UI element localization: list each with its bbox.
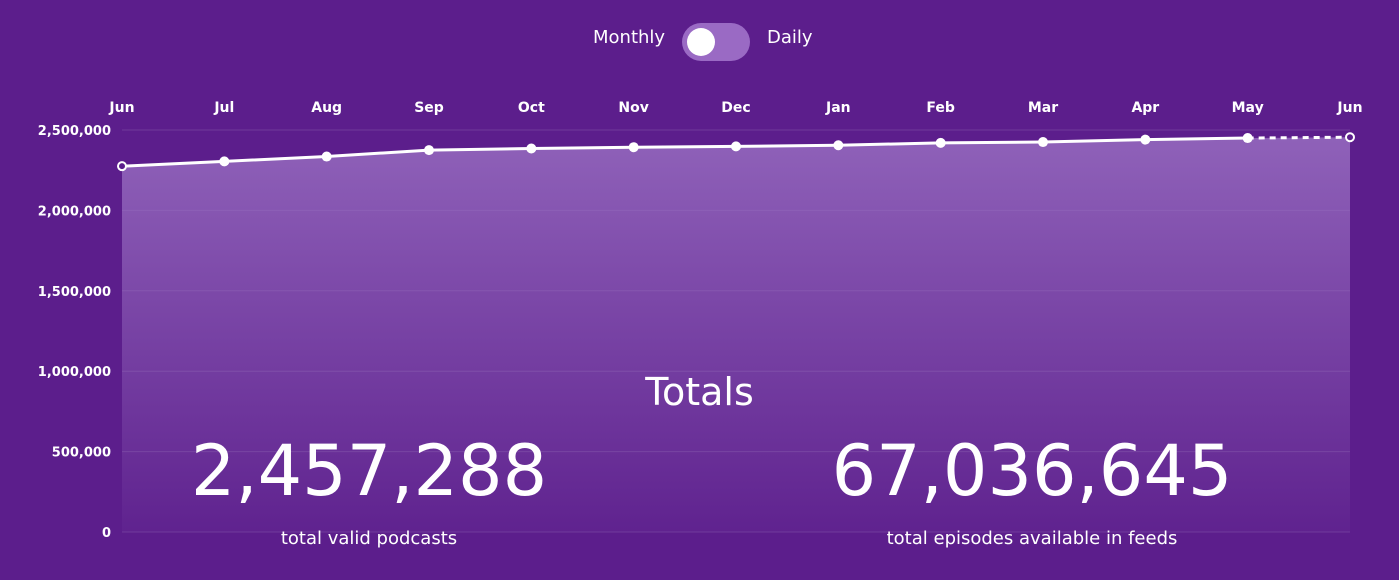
data-point[interactable]: [833, 140, 844, 151]
x-tick-label: Jul: [213, 100, 234, 116]
data-point[interactable]: [219, 156, 230, 167]
series-line-actual: [121, 136, 1248, 168]
y-tick-label: 1,500,000: [38, 285, 111, 300]
toggle-label-daily[interactable]: Daily: [767, 27, 813, 48]
total-podcasts-caption: total valid podcasts: [280, 528, 458, 549]
data-point[interactable]: [1140, 134, 1151, 145]
series-area: [122, 137, 1350, 532]
data-point[interactable]: [1345, 132, 1355, 143]
total-episodes-caption: total episodes available in feeds: [886, 528, 1178, 549]
data-point[interactable]: [628, 142, 639, 153]
x-tick-label: Dec: [721, 100, 750, 116]
x-tick-label: May: [1232, 100, 1264, 116]
data-point[interactable]: [1242, 133, 1253, 144]
x-tick-label: Apr: [1131, 100, 1159, 116]
data-points: [117, 132, 1355, 172]
data-point[interactable]: [117, 161, 127, 172]
data-point[interactable]: [1038, 137, 1048, 148]
totals-title: Totals: [645, 370, 754, 414]
y-axis-labels: 2,500,000 2,000,000 1,500,000 1,000,000 500,…: [38, 124, 111, 541]
data-point[interactable]: [424, 145, 434, 156]
period-toggle-row: Monthly Daily: [0, 22, 1399, 62]
x-tick-label: Oct: [518, 100, 545, 116]
x-tick-label: Jan: [825, 100, 851, 116]
x-tick-label: Jun: [1336, 100, 1362, 116]
x-tick-label: Nov: [618, 100, 648, 116]
x-tick-label: Mar: [1028, 100, 1058, 116]
x-tick-label: Sep: [414, 100, 444, 116]
series-line: [121, 135, 1351, 168]
data-point[interactable]: [321, 151, 332, 162]
y-tick-label: 0: [102, 526, 111, 541]
total-podcasts-value: 2,457,288: [190, 430, 548, 512]
data-point[interactable]: [731, 141, 741, 152]
y-tick-label: 500,000: [52, 446, 111, 461]
data-point[interactable]: [935, 137, 946, 148]
x-tick-label: Jun: [108, 100, 134, 116]
toggle-label-monthly[interactable]: Monthly: [593, 27, 666, 48]
area-fill: [122, 137, 1350, 532]
total-episodes-stat: 67,036,645 total episodes available in f…: [782, 428, 1282, 549]
x-tick-label: Aug: [311, 100, 342, 116]
data-point[interactable]: [526, 143, 537, 154]
x-axis-labels: Jun Jul Aug Sep Oct Nov Dec Jan Feb Mar Apr May Jun: [108, 100, 1362, 116]
x-tick-label: Feb: [926, 100, 955, 116]
period-toggle-switch[interactable]: [682, 23, 750, 61]
total-episodes-value: 67,036,645: [831, 430, 1233, 512]
y-tick-label: 2,500,000: [38, 124, 111, 139]
toggle-knob[interactable]: [687, 28, 715, 56]
total-podcasts-stat: 2,457,288 total valid podcasts: [119, 428, 619, 549]
y-tick-label: 1,000,000: [38, 365, 111, 380]
y-tick-label: 2,000,000: [38, 204, 111, 219]
